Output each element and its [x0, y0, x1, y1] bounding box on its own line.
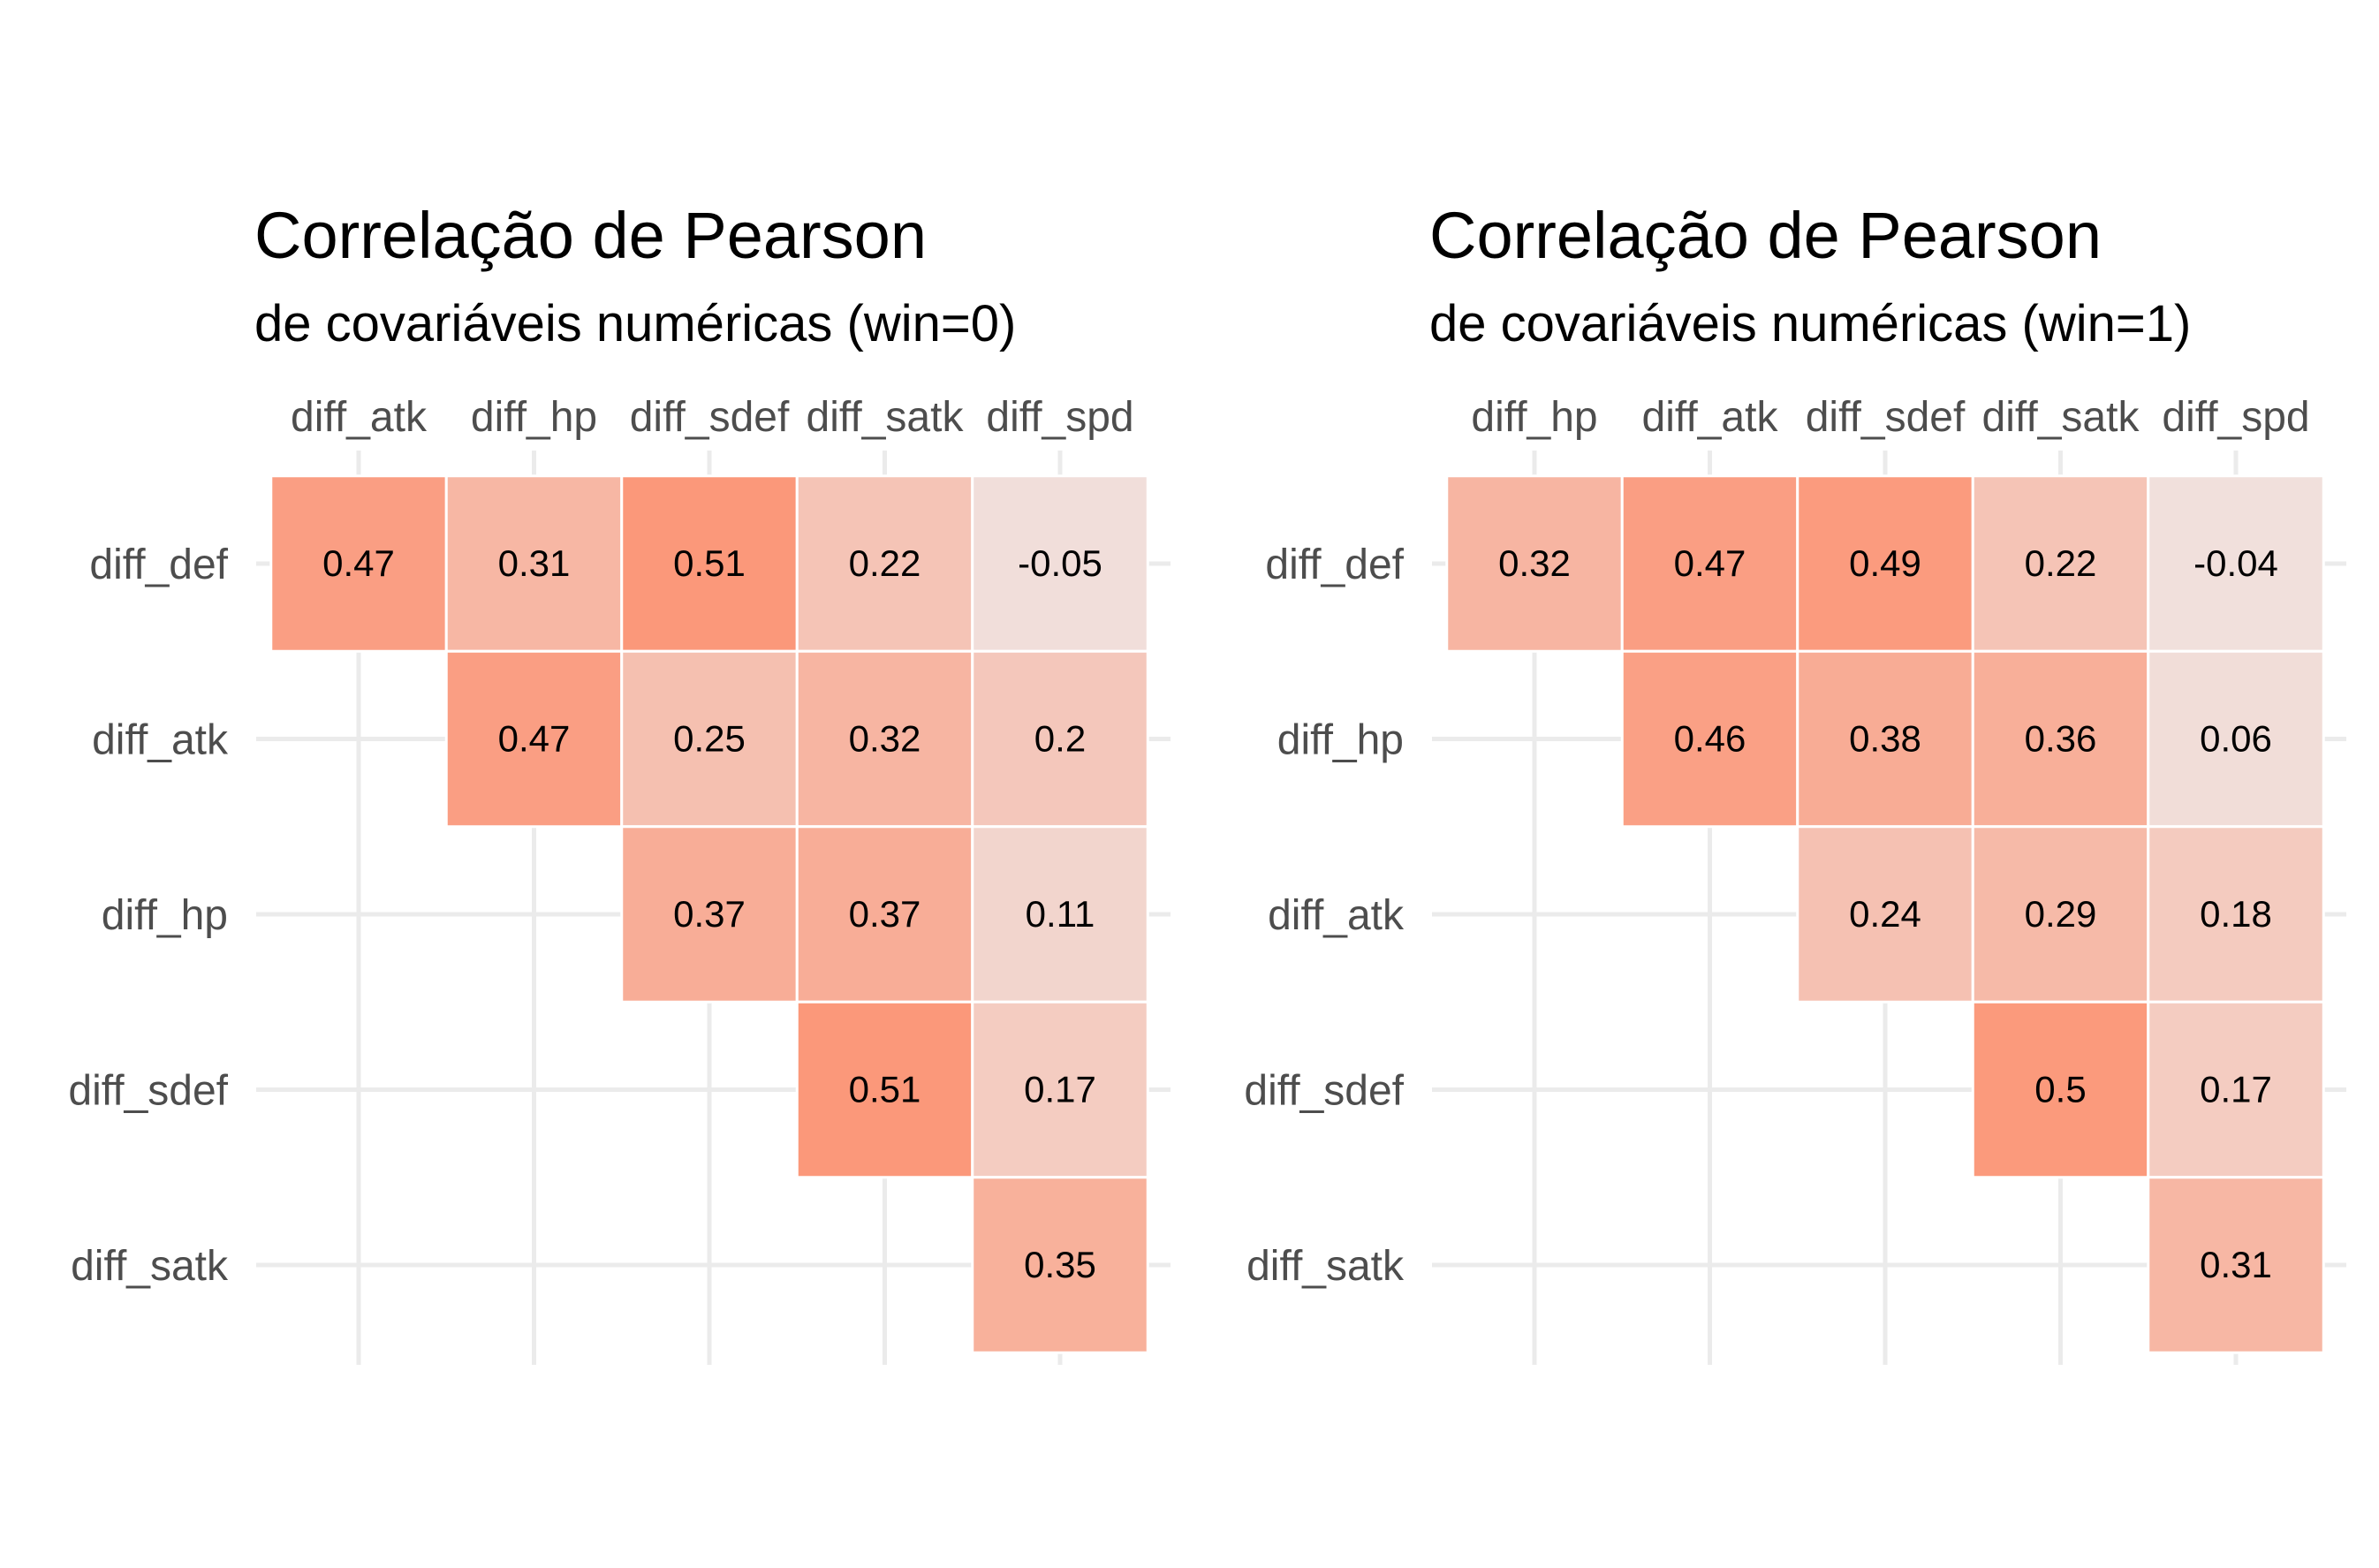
cell-value-label: 0.51: [673, 542, 746, 584]
heatmap-panel-win1: Correlação de Pearson de covariáveis num…: [1189, 0, 2379, 1568]
cell-value-label: 0.47: [498, 718, 571, 760]
cell-value-label: 0.2: [1034, 718, 1086, 760]
y-axis-labels: diff_def diff_atk diff_hp diff_sdef diff_sat…: [68, 542, 229, 1290]
cell-value-label: 0.38: [1849, 718, 1921, 760]
heatmap-cell: [971, 474, 1149, 653]
chart-title: Correlação de Pearson: [1429, 199, 2102, 272]
x-axis-labels: diff_atk diff_hp diff_sdef diff_satk diff_sp…: [291, 394, 1134, 441]
cell-value-label: -0.04: [2193, 542, 2278, 584]
cell-value-label: -0.05: [1018, 542, 1102, 584]
x-tick-label: diff_spd: [2162, 394, 2309, 441]
x-tick-label: diff_sdef: [1806, 394, 1966, 441]
x-axis-labels: diff_hp diff_atk diff_sdef diff_satk diff_sp…: [1471, 394, 2309, 441]
heatmap-cell: [1971, 1000, 2150, 1179]
heatmap-cell: [971, 1000, 1149, 1179]
cell-value-label: 0.17: [2200, 1069, 2272, 1110]
heatmap-cell: [795, 649, 974, 829]
cell-value-label: 0.31: [2200, 1244, 2272, 1285]
heatmap-cell: [795, 1000, 974, 1179]
heatmap-cell: [1796, 825, 1974, 1004]
cell-value-label: 0.46: [1674, 718, 1746, 760]
x-tick-label: diff_hp: [1471, 394, 1597, 441]
heatmap-cell: [795, 825, 974, 1004]
heatmap-cell: [269, 474, 448, 653]
heatmap-plot-win1: 0.32 0.47 0.49 0.22 -0.04 0.46 0.38 0.36 0.06 0.2…: [1244, 394, 2346, 1365]
cell-value-label: 0.11: [1026, 893, 1095, 935]
cell-value-label: 0.47: [322, 542, 395, 584]
x-tick-label: diff_satk: [1982, 394, 2140, 441]
cell-value-label: 0.32: [849, 718, 921, 760]
heatmap-cell: [1796, 649, 1974, 829]
heatmap-cells: 0.32 0.47 0.49 0.22 -0.04 0.46 0.38 0.36 0.06 0.2…: [1445, 474, 2325, 1354]
y-tick-label: diff_sdef: [1244, 1068, 1404, 1115]
cell-value-label: 0.49: [1849, 542, 1921, 584]
y-tick-label: diff_atk: [1268, 892, 1405, 939]
cell-value-label: 0.37: [673, 893, 746, 935]
x-tick-label: diff_sdef: [630, 394, 790, 441]
cell-value-label: 0.17: [1024, 1069, 1096, 1110]
cell-value-label: 0.22: [2025, 542, 2097, 584]
heatmap-cell: [2147, 825, 2325, 1004]
heatmap-cell: [2147, 1176, 2325, 1354]
x-tick-label: diff_atk: [291, 394, 428, 441]
chart-subtitle: de covariáveis numéricas (win=0): [254, 295, 1017, 352]
x-tick-label: diff_spd: [986, 394, 1133, 441]
cell-value-label: 0.18: [2200, 893, 2272, 935]
heatmap-cell: [620, 825, 799, 1004]
heatmap-cell: [2147, 1000, 2325, 1179]
cell-value-label: 0.35: [1024, 1244, 1096, 1285]
cell-value-label: 0.06: [2200, 718, 2272, 760]
heatmap-cell: [1445, 474, 1624, 653]
heatmap-cell: [971, 649, 1149, 829]
cell-value-label: 0.31: [498, 542, 571, 584]
y-tick-label: diff_sdef: [68, 1068, 228, 1115]
heatmap-cell: [1620, 474, 1799, 653]
cell-value-label: 0.36: [2025, 718, 2097, 760]
heatmap-cell: [444, 474, 624, 653]
x-tick-label: diff_satk: [807, 394, 965, 441]
cell-value-label: 0.25: [673, 718, 746, 760]
y-tick-label: diff_def: [1265, 542, 1404, 588]
heatmap-cell: [971, 825, 1149, 1004]
y-tick-label: diff_hp: [102, 892, 228, 939]
y-tick-label: diff_satk: [71, 1243, 229, 1290]
cell-value-label: 0.5: [2034, 1069, 2086, 1110]
cell-value-label: 0.32: [1498, 542, 1571, 584]
cell-value-label: 0.29: [2025, 893, 2097, 935]
y-tick-label: diff_satk: [1246, 1243, 1405, 1290]
cell-value-label: 0.51: [849, 1069, 921, 1110]
cell-value-label: 0.37: [849, 893, 921, 935]
cell-value-label: 0.24: [1849, 893, 1921, 935]
y-tick-label: diff_hp: [1277, 717, 1404, 764]
cell-value-label: 0.22: [849, 542, 921, 584]
heatmap-cell: [1971, 825, 2150, 1004]
y-axis-labels: diff_def diff_hp diff_atk diff_sdef diff_sat…: [1244, 542, 1405, 1290]
heatmap-cells: 0.47 0.31 0.51 0.22 -0.05 0.47 0.25 0.32 0.2 0.37…: [269, 474, 1149, 1354]
cell-value-label: 0.47: [1674, 542, 1746, 584]
y-tick-label: diff_atk: [92, 717, 229, 764]
heatmap-cell: [795, 474, 974, 653]
heatmap-panel-win0: Correlação de Pearson de covariáveis num…: [0, 0, 1189, 1568]
x-tick-label: diff_atk: [1642, 394, 1779, 441]
heatmap-cell: [620, 474, 799, 653]
chart-title: Correlação de Pearson: [254, 199, 927, 272]
chart-subtitle: de covariáveis numéricas (win=1): [1429, 295, 2192, 352]
heatmap-cell: [971, 1176, 1149, 1354]
heatmap-plot-win0: 0.47 0.31 0.51 0.22 -0.05 0.47 0.25 0.32 0.2 0.37…: [68, 394, 1171, 1365]
x-tick-label: diff_hp: [471, 394, 597, 441]
y-tick-label: diff_def: [89, 542, 228, 588]
